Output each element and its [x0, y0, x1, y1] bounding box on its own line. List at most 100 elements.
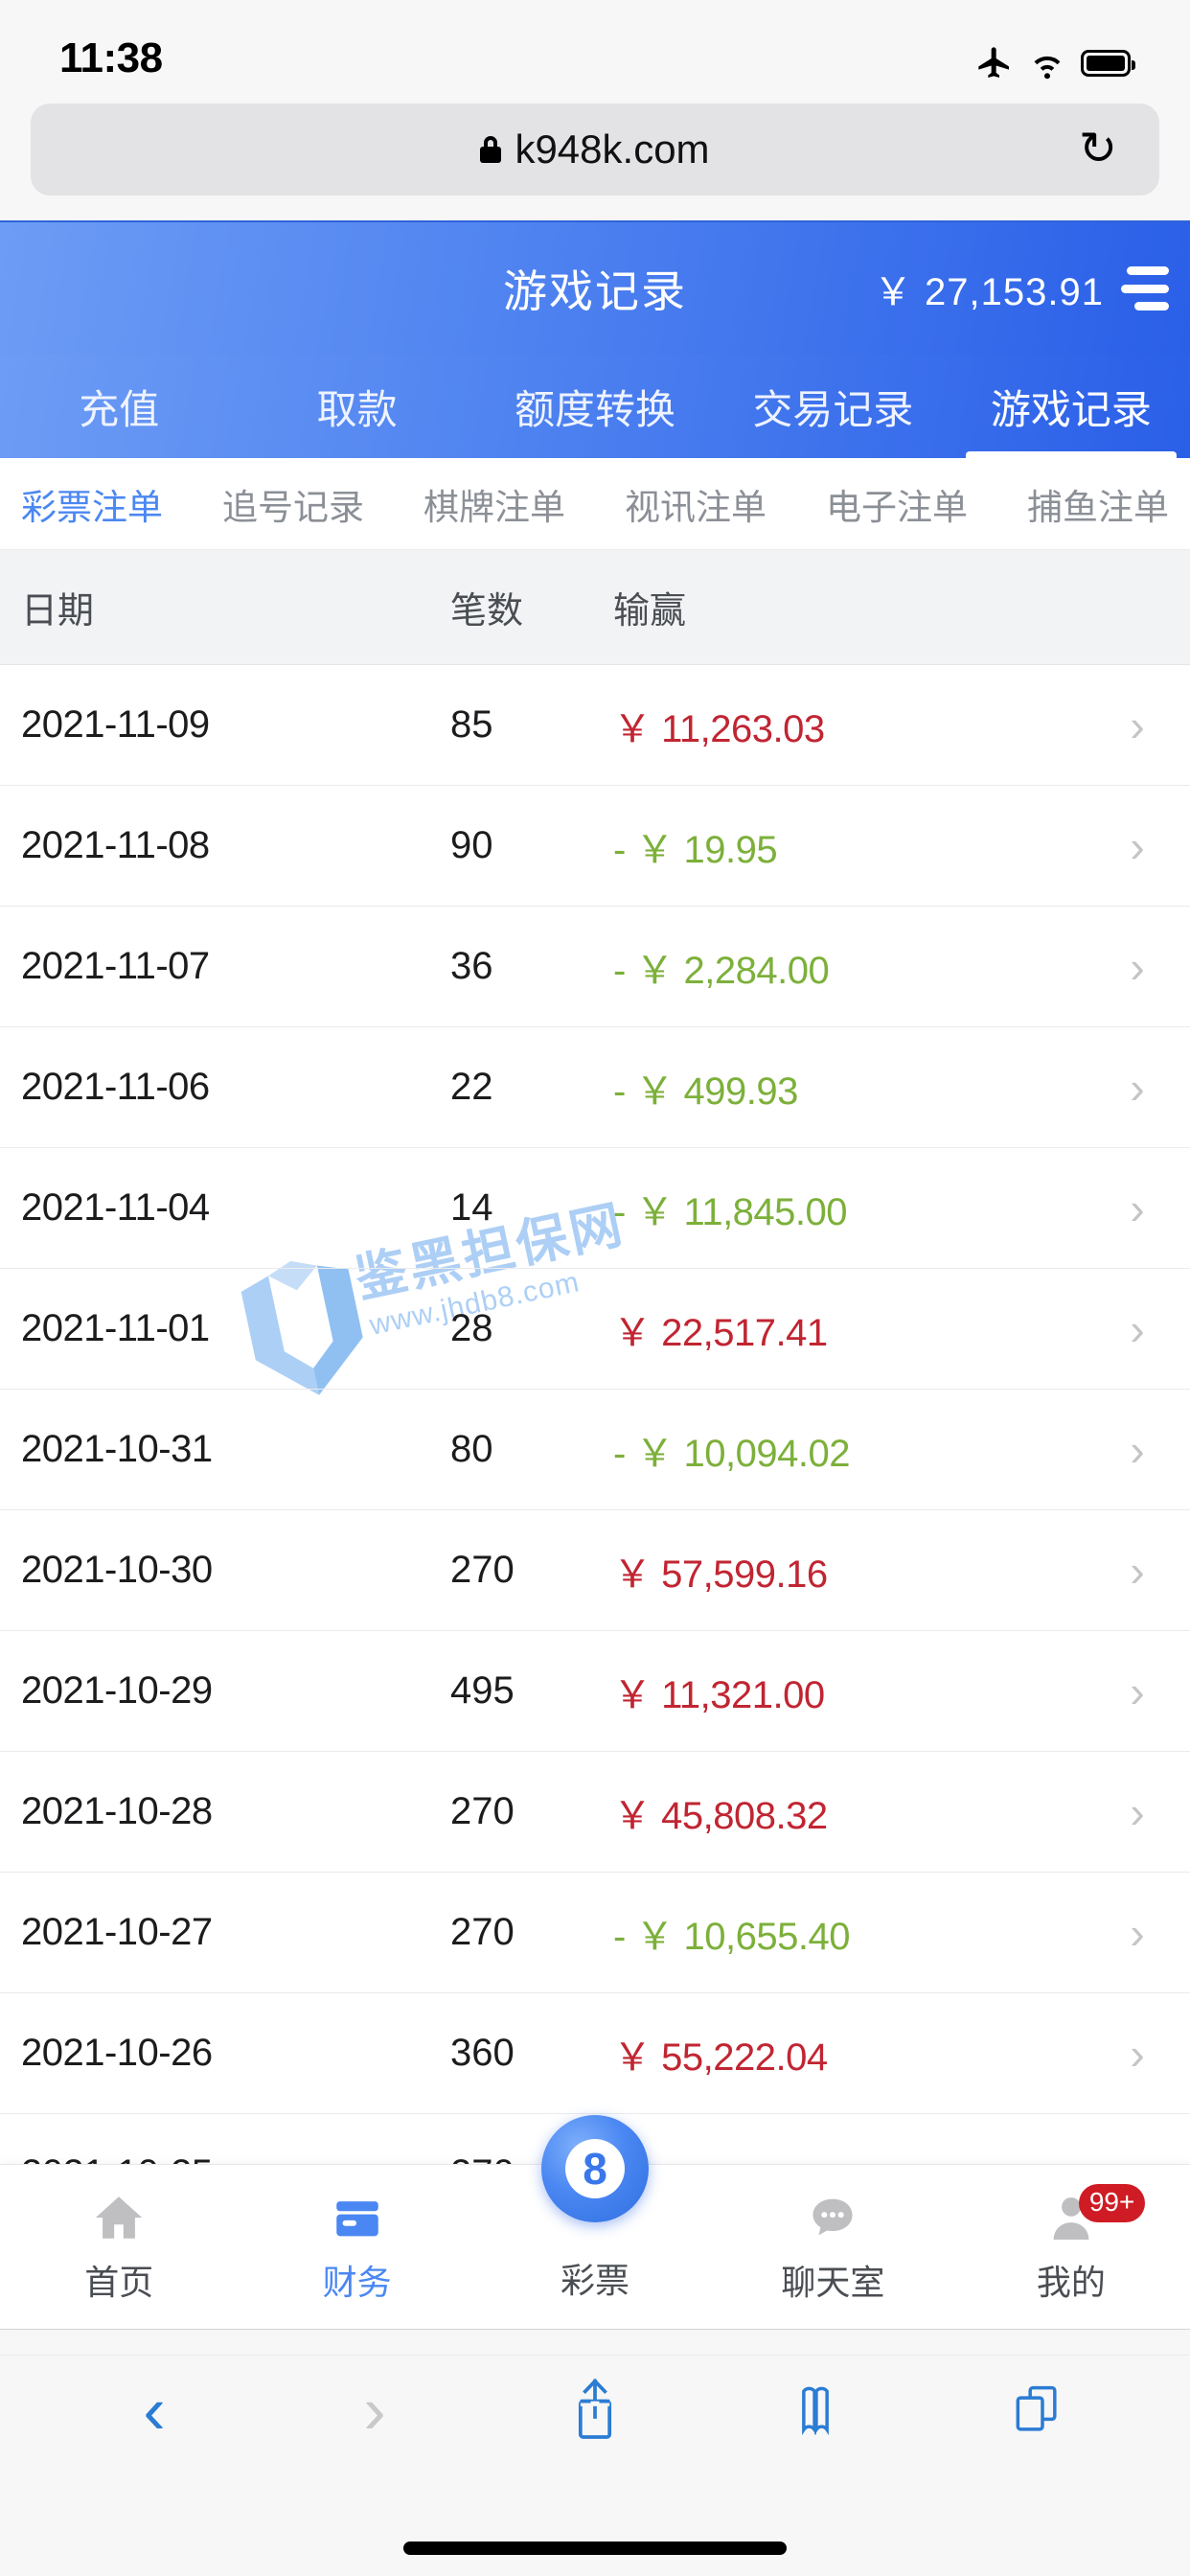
status-bar-clock: 11:38 [59, 34, 163, 81]
cell-count: 90 [450, 824, 493, 866]
subtab-slots-bets[interactable]: 电子注单 [826, 487, 968, 527]
cell-count: 36 [450, 945, 493, 987]
nav-item-finance[interactable]: 财务 [238, 2165, 475, 2329]
chevron-right-icon[interactable]: › [1130, 1303, 1145, 1354]
sub-tab-bar: 彩票注单 追号记录 棋牌注单 视讯注单 电子注单 捕鱼注单 [0, 458, 1190, 550]
address-bar[interactable]: k948k.com ↻ [31, 104, 1159, 196]
cell-amount: - ￥ 2,284.00 [613, 949, 830, 992]
page-title: 游戏记录 [503, 266, 687, 316]
nav-label-home: 首页 [84, 2262, 154, 2302]
column-header-amount: 输赢 [613, 591, 687, 632]
cell-count: 495 [450, 1669, 515, 1712]
browser-forward-button: › [264, 2377, 485, 2444]
status-bar-icons [975, 44, 1135, 82]
cell-amount: ￥ 55,222.04 [613, 2036, 828, 2079]
chevron-right-icon[interactable]: › [1130, 941, 1145, 992]
nav-item-profile[interactable]: 99+ 我的 [952, 2165, 1190, 2329]
chevron-right-icon[interactable]: › [1130, 1907, 1145, 1958]
table-row[interactable]: 2021-11-09 85 ￥ 11,263.03 › [0, 665, 1190, 786]
table-row[interactable]: 2021-11-04 14 - ￥ 11,845.00 › [0, 1148, 1190, 1269]
browser-bookmarks-button[interactable] [705, 2377, 926, 2444]
browser-back-button[interactable]: ‹ [44, 2377, 264, 2444]
cell-date: 2021-11-06 [21, 1066, 210, 1108]
url-display[interactable]: k948k.com [480, 126, 710, 172]
cell-date: 2021-10-31 [21, 1428, 213, 1470]
app-header: 游戏记录 ￥ 27,153.91 [0, 220, 1190, 355]
chevron-right-icon[interactable]: › [1130, 2028, 1145, 2079]
table-row[interactable]: 2021-10-27 270 - ￥ 10,655.40 › [0, 1873, 1190, 1993]
browser-share-button[interactable] [485, 2377, 705, 2444]
person-icon [1053, 2196, 1089, 2240]
cell-count: 28 [450, 1307, 493, 1349]
table-row[interactable]: 2021-11-08 90 - ￥ 19.95 › [0, 786, 1190, 907]
hamburger-menu-icon[interactable] [1121, 266, 1169, 310]
subtab-lottery-bets[interactable]: 彩票注单 [21, 487, 163, 527]
tab-transfer[interactable]: 额度转换 [515, 386, 676, 432]
cell-date: 2021-10-26 [21, 2032, 213, 2074]
chat-icon [812, 2198, 853, 2235]
subtab-fishing-bets[interactable]: 捕鱼注单 [1027, 487, 1169, 527]
table-row[interactable]: 2021-11-06 22 - ￥ 499.93 › [0, 1027, 1190, 1148]
table-row[interactable]: 2021-10-26 360 ￥ 55,222.04 › [0, 1993, 1190, 2114]
tab-withdraw[interactable]: 取款 [316, 386, 398, 432]
share-icon [578, 2379, 612, 2439]
tab-recharge[interactable]: 充值 [79, 386, 160, 432]
tabs-icon [1016, 2385, 1057, 2431]
lottery-ball-icon: 8 [541, 2115, 650, 2222]
table-row[interactable]: 2021-10-31 80 - ￥ 10,094.02 › [0, 1390, 1190, 1510]
cell-date: 2021-11-09 [21, 703, 210, 746]
nav-item-home[interactable]: 首页 [0, 2165, 238, 2329]
subtab-live-bets[interactable]: 视讯注单 [625, 487, 767, 527]
chevron-right-icon[interactable]: › [1130, 1545, 1145, 1596]
back-chevron-icon: ‹ [143, 2373, 166, 2448]
column-header-count: 笔数 [450, 591, 524, 632]
nav-item-chatroom[interactable]: 聊天室 [714, 2165, 951, 2329]
chevron-right-icon[interactable]: › [1130, 1183, 1145, 1233]
browser-url-bar-area: k948k.com ↻ [0, 96, 1190, 220]
chevron-right-icon[interactable]: › [1130, 1666, 1145, 1716]
cell-count: 270 [450, 1911, 515, 1953]
home-icon [96, 2196, 143, 2239]
url-text: k948k.com [515, 126, 710, 172]
airplane-mode-icon [978, 47, 1009, 78]
chevron-right-icon[interactable]: › [1130, 1786, 1145, 1837]
cell-date: 2021-11-07 [21, 945, 210, 987]
table-row[interactable]: 2021-11-07 36 - ￥ 2,284.00 › [0, 907, 1190, 1027]
nav-item-lottery[interactable]: 8 彩票 [476, 2115, 714, 2329]
wifi-icon [1034, 56, 1061, 80]
browser-tabs-button[interactable] [926, 2377, 1146, 2444]
tab-game-records[interactable]: 游戏记录 [952, 355, 1190, 458]
reload-icon[interactable]: ↻ [1078, 124, 1117, 174]
cell-count: 270 [450, 1549, 515, 1591]
safari-toolbar-icons: ‹ › [0, 2330, 1190, 2491]
table-row[interactable]: 2021-10-28 270 ￥ 45,808.32 › [0, 1752, 1190, 1873]
subtab-chess-bets[interactable]: 棋牌注单 [423, 487, 565, 527]
cell-amount: - ￥ 11,845.00 [613, 1190, 848, 1233]
home-indicator [403, 2542, 787, 2555]
table-row[interactable]: 2021-10-30 270 ￥ 57,599.16 › [0, 1510, 1190, 1631]
table-row[interactable]: 2021-10-29 495 ￥ 11,321.00 › [0, 1631, 1190, 1752]
cell-amount: ￥ 11,263.03 [613, 707, 825, 750]
lottery-ball-number: 8 [565, 2139, 626, 2198]
card-icon [335, 2200, 378, 2236]
chevron-right-icon[interactable]: › [1130, 820, 1145, 871]
app-bottom-nav: 首页 财务 8 彩票 聊天室 99+ 我的 [0, 2115, 1190, 2329]
primary-tab-bar: 充值 取款 额度转换 交易记录 游戏记录 [0, 355, 1190, 458]
account-balance: ￥ 27,153.91 [873, 271, 1104, 313]
ios-status-bar: 11:38 [0, 0, 1190, 96]
chevron-right-icon[interactable]: › [1130, 700, 1145, 750]
chevron-right-icon[interactable]: › [1130, 1424, 1145, 1475]
bookmarks-icon [802, 2386, 829, 2436]
cell-amount: ￥ 11,321.00 [613, 1673, 825, 1716]
subtab-chase-records[interactable]: 追号记录 [222, 487, 364, 527]
table-row[interactable]: 2021-11-01 28 ￥ 22,517.41 › [0, 1269, 1190, 1390]
cell-amount: ￥ 22,517.41 [613, 1311, 828, 1354]
battery-icon [1081, 50, 1135, 77]
header-right-group: ￥ 27,153.91 [874, 261, 1169, 316]
chevron-right-icon[interactable]: › [1130, 1062, 1145, 1113]
cell-date: 2021-11-04 [21, 1186, 210, 1229]
tab-transactions[interactable]: 交易记录 [752, 386, 914, 432]
cell-date: 2021-10-29 [21, 1669, 213, 1712]
nav-label-profile: 我的 [1036, 2262, 1106, 2302]
cell-count: 85 [450, 703, 493, 746]
